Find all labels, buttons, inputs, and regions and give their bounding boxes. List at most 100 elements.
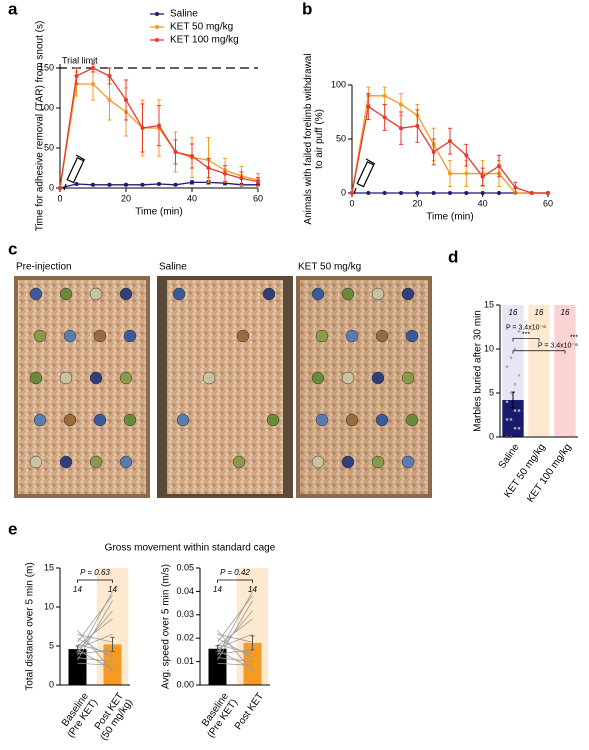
data-point bbox=[509, 418, 513, 421]
data-point bbox=[513, 409, 517, 412]
y-tick-label: 10 bbox=[484, 343, 494, 353]
marble bbox=[311, 455, 325, 469]
point bbox=[497, 191, 501, 195]
point bbox=[448, 191, 452, 195]
x-tick-label: 60 bbox=[253, 193, 263, 203]
marble bbox=[375, 329, 389, 343]
legend-marker bbox=[155, 38, 159, 42]
point bbox=[399, 191, 403, 195]
comparison-bracket bbox=[77, 579, 113, 583]
point bbox=[464, 191, 469, 195]
marble bbox=[236, 329, 250, 343]
paired-line bbox=[217, 633, 253, 643]
marble bbox=[311, 287, 325, 301]
marble bbox=[176, 413, 190, 427]
point bbox=[480, 174, 485, 179]
point bbox=[107, 98, 112, 102]
point bbox=[448, 139, 452, 144]
syringe-icon bbox=[63, 154, 86, 191]
marble bbox=[202, 371, 216, 385]
point bbox=[91, 66, 95, 70]
legend-marker bbox=[155, 12, 159, 16]
marble bbox=[341, 287, 355, 301]
y-tick-label: 50 bbox=[336, 133, 346, 143]
legend-marker bbox=[155, 25, 159, 29]
data-point bbox=[509, 391, 513, 395]
n-label: 14 bbox=[248, 585, 257, 594]
point bbox=[513, 185, 518, 190]
y-tick-label: 0 bbox=[49, 182, 54, 192]
x-tick-label: 20 bbox=[412, 198, 422, 208]
paired-line bbox=[77, 637, 113, 659]
paired-line bbox=[77, 662, 113, 666]
marble bbox=[123, 329, 137, 343]
y-tick-label: 100 bbox=[39, 102, 54, 112]
x-tick-label: 0 bbox=[57, 193, 62, 203]
chart-title: Gross movement within standard cage bbox=[105, 543, 276, 554]
point bbox=[190, 154, 194, 158]
panel-label: e bbox=[8, 519, 17, 538]
marble bbox=[345, 413, 359, 427]
point bbox=[239, 176, 244, 181]
point bbox=[546, 191, 550, 195]
paired-line bbox=[77, 649, 113, 670]
p-value: P = 0.42 bbox=[220, 568, 250, 577]
marble bbox=[375, 413, 389, 427]
point bbox=[464, 153, 469, 158]
marble bbox=[232, 455, 246, 469]
significance-stars: *** bbox=[570, 335, 578, 342]
y-axis-title: Animals with failed forelimb withdrawal … bbox=[303, 53, 325, 225]
legend-label: Saline bbox=[170, 9, 198, 20]
point bbox=[190, 180, 194, 185]
y-tick-label: 5 bbox=[489, 387, 494, 397]
marble bbox=[401, 371, 415, 385]
marble bbox=[63, 329, 77, 343]
paired-line bbox=[217, 662, 253, 666]
panel-label: a bbox=[8, 0, 18, 18]
point bbox=[107, 182, 112, 187]
point bbox=[415, 124, 420, 129]
marble bbox=[93, 329, 107, 343]
marble bbox=[29, 371, 43, 385]
point bbox=[173, 150, 178, 154]
panel-label: c bbox=[8, 239, 17, 258]
marble bbox=[89, 455, 103, 469]
y-axis-title: Total distance over 5 min (m) bbox=[25, 562, 36, 690]
marble bbox=[341, 371, 355, 385]
marble bbox=[405, 413, 419, 427]
paired-line bbox=[77, 633, 113, 643]
photo-label: Pre-injection bbox=[16, 262, 72, 273]
paired-line bbox=[217, 600, 253, 661]
point bbox=[140, 126, 145, 130]
bedding bbox=[167, 280, 283, 494]
marble bbox=[311, 371, 325, 385]
marble bbox=[371, 455, 385, 469]
marble bbox=[119, 455, 133, 469]
photo-label: Saline bbox=[159, 262, 187, 273]
paired-line bbox=[77, 644, 113, 655]
legend-label: KET 100 mg/kg bbox=[170, 35, 239, 46]
n-label: 16 bbox=[509, 308, 518, 317]
marble bbox=[315, 413, 329, 427]
marble bbox=[262, 287, 276, 301]
marble bbox=[29, 287, 43, 301]
marble bbox=[371, 371, 385, 385]
panel-label: d bbox=[448, 247, 458, 266]
data-point bbox=[509, 356, 513, 360]
marble bbox=[341, 455, 355, 469]
marble bbox=[59, 371, 73, 385]
marble bbox=[29, 455, 43, 469]
data-point bbox=[513, 382, 517, 386]
y-tick-label: 0.01 bbox=[176, 656, 194, 666]
error-bar bbox=[250, 635, 255, 651]
point bbox=[74, 182, 79, 186]
error-bar bbox=[215, 645, 220, 653]
y-axis-title: Time for adhesive removal (TAR) from sno… bbox=[35, 21, 46, 232]
y-tick-label: 150 bbox=[39, 62, 54, 72]
marble bbox=[33, 413, 47, 427]
y-tick-label: 15 bbox=[484, 299, 494, 309]
data-point bbox=[513, 347, 517, 351]
marble bbox=[266, 413, 280, 427]
x-tick-label: Saline bbox=[497, 442, 522, 471]
trial-limit-label: Trial limit bbox=[62, 55, 98, 65]
